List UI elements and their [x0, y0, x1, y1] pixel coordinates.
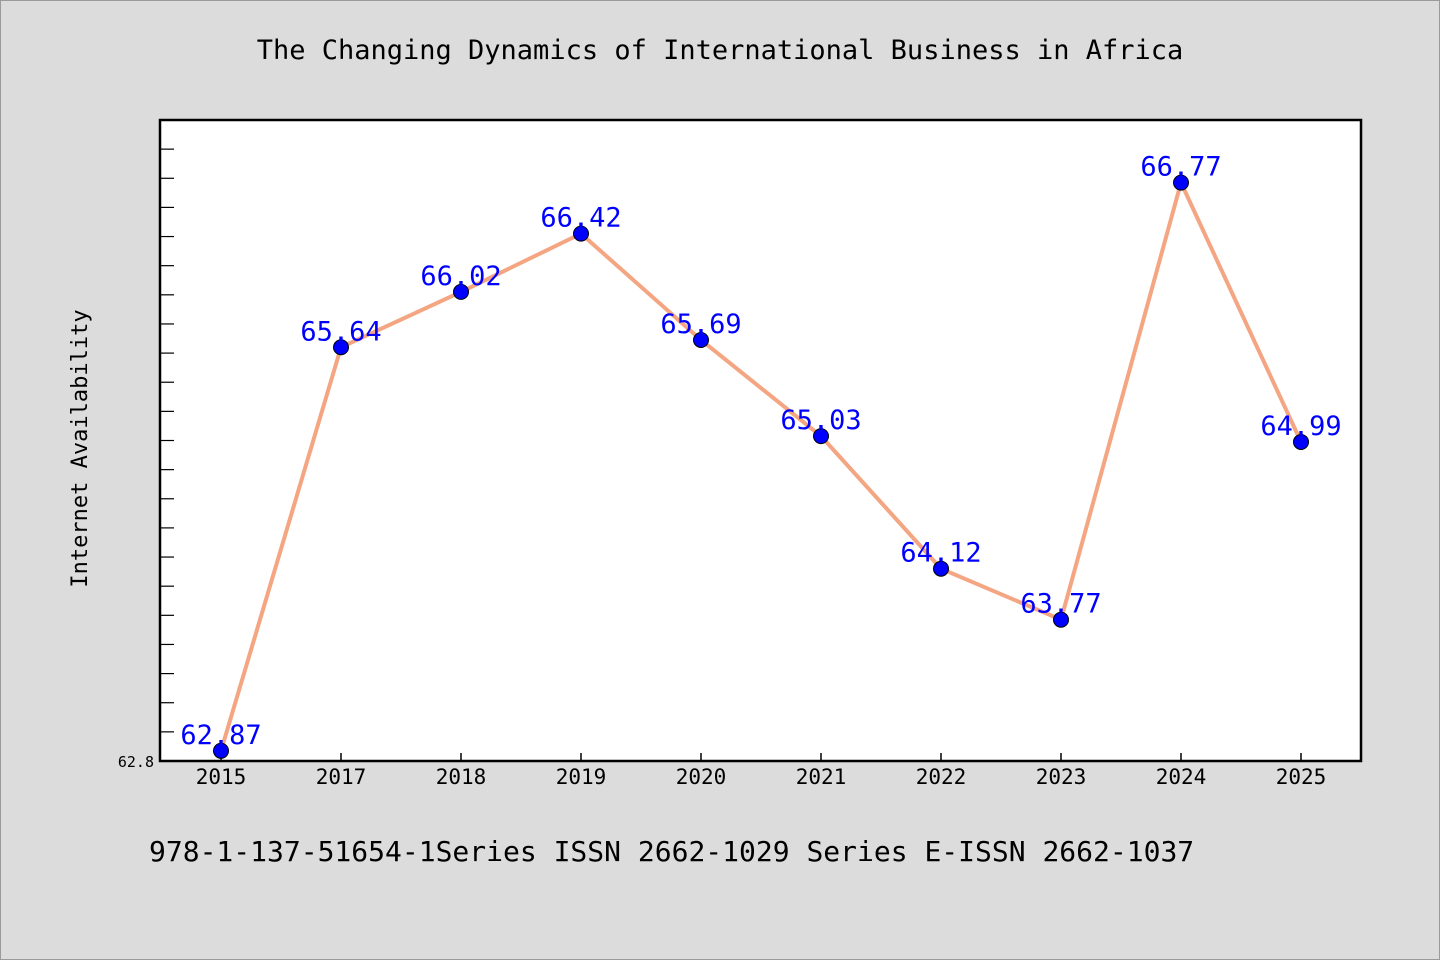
x-tick-label: 2017: [316, 765, 367, 789]
data-label: 65.03: [780, 405, 861, 436]
x-tick-label: 2018: [436, 765, 487, 789]
data-label: 65.64: [300, 316, 381, 347]
chart-title: The Changing Dynamics of International B…: [256, 35, 1184, 66]
data-label: 66.42: [540, 203, 621, 234]
data-label: 64.12: [900, 538, 981, 569]
data-point: [1173, 174, 1189, 191]
y-axis-ticks: 62.8: [118, 148, 174, 771]
series-line: [219, 180, 1303, 752]
x-tick-label: 2021: [796, 765, 847, 789]
data-label: 63.77: [1020, 589, 1101, 620]
x-tick-label: 2022: [916, 765, 967, 789]
plot-area: [158, 118, 1363, 763]
x-tick-label: 2024: [1156, 765, 1207, 789]
data-point: [573, 225, 589, 242]
x-tick-label: 2019: [556, 765, 607, 789]
data-point: [453, 283, 469, 300]
y-axis-label: Internet Availability: [68, 309, 93, 587]
x-axis-ticks: 2015 2017 2018 2019 2020 2021 2022 2023 2024 2025: [196, 753, 1327, 789]
data-label: 62.87: [180, 720, 261, 751]
x-tick-label: 2025: [1276, 765, 1327, 789]
data-point: [1053, 611, 1069, 628]
data-point: [213, 742, 229, 759]
x-tick-label: 2020: [676, 765, 727, 789]
y-tick-label: 62.8: [118, 753, 154, 771]
data-label: 66.02: [420, 261, 501, 292]
x-tick-label: 2023: [1036, 765, 1087, 789]
data-label: 64.99: [1260, 411, 1341, 442]
footer-isbn-text: 978-1-137-51654-1Series ISSN 2662-1029 S…: [149, 835, 1195, 868]
data-point: [813, 428, 829, 445]
data-point: [933, 560, 949, 577]
data-label: 66.77: [1140, 152, 1221, 183]
data-point: [1293, 433, 1309, 450]
data-label: 65.69: [660, 309, 741, 340]
x-tick-label: 2015: [196, 765, 247, 789]
data-point: [333, 339, 349, 356]
series-layer: 62.87 65.64 66.02 66.42 65.69 65.03 64.12 63.77…: [180, 152, 1342, 759]
data-point: [693, 331, 709, 348]
